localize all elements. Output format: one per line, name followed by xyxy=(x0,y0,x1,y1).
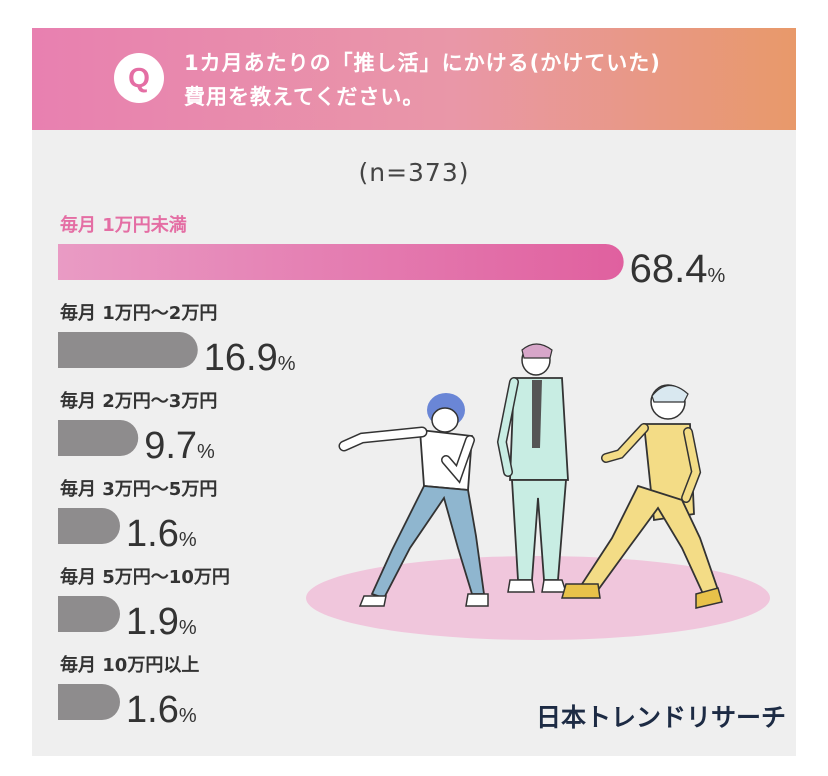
chart-card: Q 1カ月あたりの「推し活」にかける(かけていた) 費用を教えてください。 (n… xyxy=(32,28,796,756)
category-label: 毎月 10万円以上 xyxy=(60,654,199,676)
question-badge: Q xyxy=(114,53,164,103)
bar-group: 毎月 3万円〜5万円 1.6% xyxy=(58,478,217,555)
category-label: 毎月 5万円〜10万円 xyxy=(60,566,230,588)
bar-group: 毎月 1万円〜2万円 16.9% xyxy=(58,302,296,379)
bar-group: 毎月 5万円〜10万円 1.9% xyxy=(58,566,230,643)
bar-group: 毎月 2万円〜3万円 9.7% xyxy=(58,390,217,467)
value-label: 1.6% xyxy=(126,689,197,731)
stage-ellipse xyxy=(306,556,770,640)
category-label: 毎月 2万円〜3万円 xyxy=(60,390,217,412)
value-label: 16.9% xyxy=(204,337,296,379)
category-label: 毎月 3万円〜5万円 xyxy=(60,478,217,500)
bar-chart: 毎月 1万円未満 68.4% 毎月 1万円〜2万円 16.9% 毎月 2万円〜3万円 9.… xyxy=(58,214,770,731)
sample-size-label: (n=373) xyxy=(358,158,470,187)
category-label: 毎月 1万円〜2万円 xyxy=(60,302,217,324)
dancer-left-figure xyxy=(338,393,489,607)
bar xyxy=(58,244,624,280)
company-logo: 日本トレンドリサーチ xyxy=(536,703,787,732)
dancer-middle-figure xyxy=(496,343,569,593)
bar-group: 毎月 10万円以上 1.6% xyxy=(58,654,199,731)
question-line-1: 1カ月あたりの「推し活」にかける(かけていた) xyxy=(184,51,661,75)
value-label: 68.4% xyxy=(630,247,726,291)
question-text: 1カ月あたりの「推し活」にかける(かけていた) 費用を教えてください。 xyxy=(184,46,764,114)
question-line-2: 費用を教えてください。 xyxy=(184,85,425,109)
category-label: 毎月 1万円未満 xyxy=(60,214,187,236)
bar xyxy=(58,684,120,720)
value-label: 1.9% xyxy=(126,601,197,643)
value-label: 1.6% xyxy=(126,513,197,555)
bar xyxy=(58,332,198,368)
question-header: Q 1カ月あたりの「推し活」にかける(かけていた) 費用を教えてください。 xyxy=(32,28,796,130)
bar xyxy=(58,596,120,632)
bar-group: 毎月 1万円未満 68.4% xyxy=(58,214,726,291)
value-label: 9.7% xyxy=(144,425,215,467)
bar xyxy=(58,420,139,456)
idol-illustration xyxy=(306,343,770,640)
bar xyxy=(58,508,120,544)
dancer-right-figure xyxy=(561,384,723,609)
